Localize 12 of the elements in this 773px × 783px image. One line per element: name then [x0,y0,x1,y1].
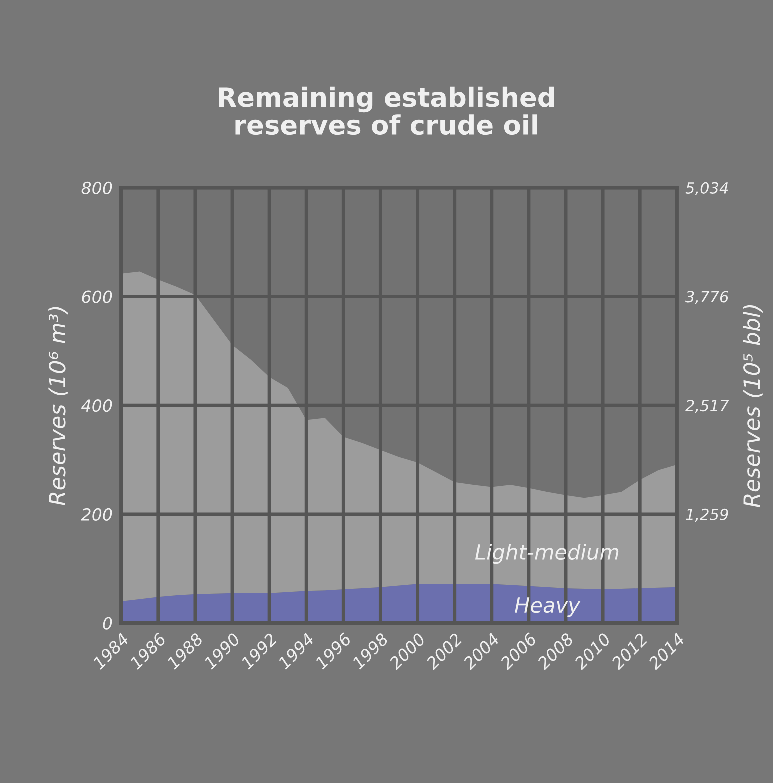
y2-tick-label: 3,776 [686,291,729,304]
y-tick-label: 0 [103,617,112,630]
y2-tick-label: 1,259 [686,508,728,522]
y-tick-label: 800 [82,182,112,194]
y-tick-label: 600 [82,290,112,304]
y2-tick-label: 2,517 [686,400,730,414]
chart-title: Remaining established reserves of crude oil [219,86,554,136]
y2-tick-label: 5,034 [686,182,728,196]
y-axis-title: Reserves (10⁶ m³) [48,307,68,506]
y-tick-label: 400 [82,400,112,412]
y-tick-label: 200 [81,508,112,521]
y2-axis-title: Reserves (10⁵ bbl) [743,305,763,508]
